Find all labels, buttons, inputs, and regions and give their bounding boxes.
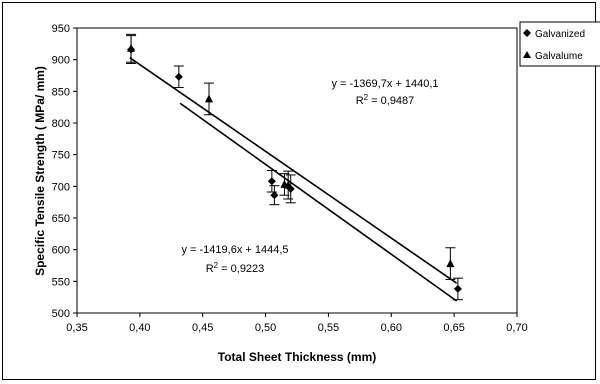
- galvalume-r2-value: 0,9487: [381, 95, 415, 107]
- galvalume-r2-suffix: =: [368, 95, 381, 107]
- galvalume-point: [284, 180, 293, 189]
- galvanized-point: [267, 177, 276, 186]
- legend-triangle-icon: [523, 51, 531, 58]
- galvanized-equation: y = -1419,6x + 1444,5: [181, 244, 288, 256]
- galvanized-point: [453, 284, 462, 293]
- galvalume-point: [446, 259, 455, 268]
- galvanized-point: [174, 72, 183, 81]
- legend-box: [519, 21, 600, 67]
- x-tick-label: 0,55: [318, 322, 339, 334]
- y-tick-label: 950: [52, 23, 70, 35]
- galvanized-r2-suffix: =: [218, 263, 231, 275]
- x-tick-label: 0,65: [443, 322, 464, 334]
- legend-label-galvanized: Galvanized: [535, 29, 585, 40]
- galvanized-point: [270, 191, 279, 200]
- y-tick-label: 650: [52, 213, 70, 225]
- y-tick-label: 750: [52, 150, 70, 162]
- galvalume-r2-prefix: R: [356, 95, 364, 107]
- x-tick-label: 0,45: [192, 322, 213, 334]
- galvalume-point: [127, 43, 136, 52]
- galvanized-r2-superscript: 2: [214, 261, 219, 270]
- legend: Galvanized Galvalume: [519, 21, 600, 67]
- x-tick-label: 0,70: [506, 322, 527, 334]
- legend-label-galvalume: Galvalume: [535, 51, 583, 62]
- galvanized-r2: R2 = 0,9223: [206, 261, 265, 275]
- x-tick-label: 0,50: [255, 322, 276, 334]
- galvalume-trendline: [129, 56, 458, 284]
- y-tick-label: 500: [52, 308, 70, 320]
- y-tick-label: 850: [52, 86, 70, 98]
- x-tick-label: 0,40: [129, 322, 150, 334]
- galvalume-point: [205, 94, 213, 103]
- y-tick-label: 900: [52, 55, 70, 67]
- y-tick-label: 800: [52, 118, 70, 130]
- galvanized-r2-prefix: R: [206, 263, 214, 275]
- y-tick-label: 550: [52, 276, 70, 288]
- x-axis-title: Total Sheet Thickness (mm): [218, 350, 376, 364]
- plot-area: [76, 27, 518, 314]
- x-tick-label: 0,60: [381, 322, 402, 334]
- plot-group: 500 550 600 650 700 750 800 850 900 950 0,35 0,40 0,…: [52, 23, 528, 334]
- y-tick-label: 700: [52, 181, 70, 193]
- galvanized-trendline: [179, 102, 458, 302]
- x-tick-label: 0,35: [66, 322, 87, 334]
- y-axis-title: Specific Tensile Strength ( MPa/ mm): [33, 66, 47, 276]
- legend-diamond-icon: [523, 29, 531, 37]
- y-tick-label: 600: [52, 245, 70, 257]
- galvalume-r2: R2 = 0,9487: [356, 93, 415, 107]
- annotations: y = -1369,7x + 1440,1 R2 = 0,9487 y = -1…: [181, 78, 438, 275]
- galvanized-r2-value: 0,9223: [231, 263, 265, 275]
- galvalume-equation: y = -1369,7x + 1440,1: [331, 78, 438, 90]
- galvalume-r2-superscript: 2: [364, 93, 369, 102]
